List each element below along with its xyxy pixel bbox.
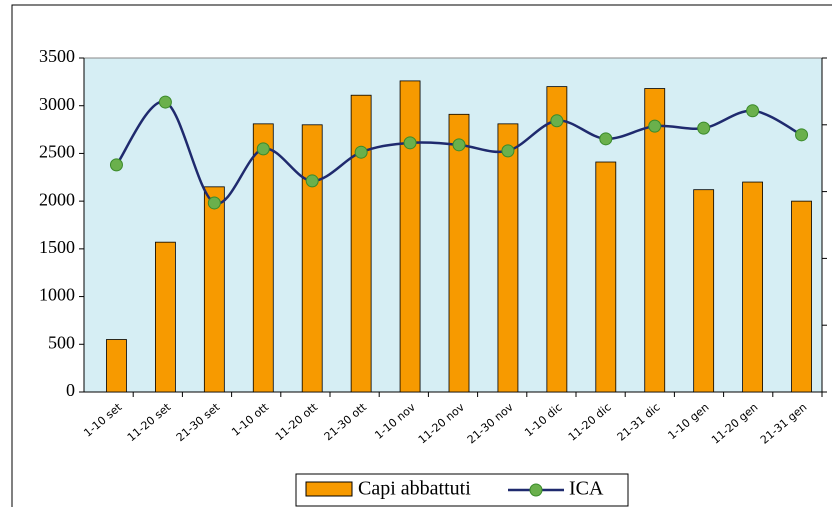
marker	[207, 196, 221, 210]
legend-label: ICA	[569, 478, 604, 500]
marker	[746, 104, 760, 118]
marker	[305, 174, 319, 188]
bar	[301, 124, 323, 393]
bar	[546, 86, 568, 393]
y-tick-label: 1000	[39, 285, 75, 305]
y-tick-label: 2500	[39, 142, 75, 162]
marker	[403, 136, 417, 150]
y-tick-label: 2000	[39, 189, 75, 209]
bar	[791, 200, 812, 393]
marker	[697, 121, 711, 135]
bar	[448, 113, 470, 393]
bar	[399, 80, 421, 393]
marker	[158, 95, 172, 109]
marker	[550, 114, 564, 128]
marker	[109, 158, 123, 172]
bar	[106, 339, 127, 393]
y-tick-label: 3000	[39, 94, 75, 114]
marker	[599, 132, 613, 146]
legend-label: Capi abbattuti	[358, 478, 471, 500]
marker	[354, 145, 368, 159]
marker	[501, 144, 515, 158]
y-tick-label: 1500	[39, 237, 75, 257]
bar	[154, 241, 176, 393]
marker	[795, 128, 809, 142]
bar	[350, 94, 372, 393]
marker	[648, 119, 662, 133]
legend-marker	[529, 483, 543, 497]
marker	[256, 142, 270, 156]
bar	[693, 189, 715, 393]
bar	[595, 161, 617, 393]
y-tick-label: 0	[66, 380, 75, 400]
bar	[203, 186, 225, 393]
bar	[497, 123, 519, 393]
marker	[452, 138, 466, 152]
bar	[644, 88, 666, 393]
bar	[742, 181, 763, 393]
legend-swatch	[305, 481, 353, 497]
y-tick-label: 3500	[39, 46, 75, 66]
y-tick-label: 500	[48, 332, 75, 352]
bar	[252, 123, 274, 393]
